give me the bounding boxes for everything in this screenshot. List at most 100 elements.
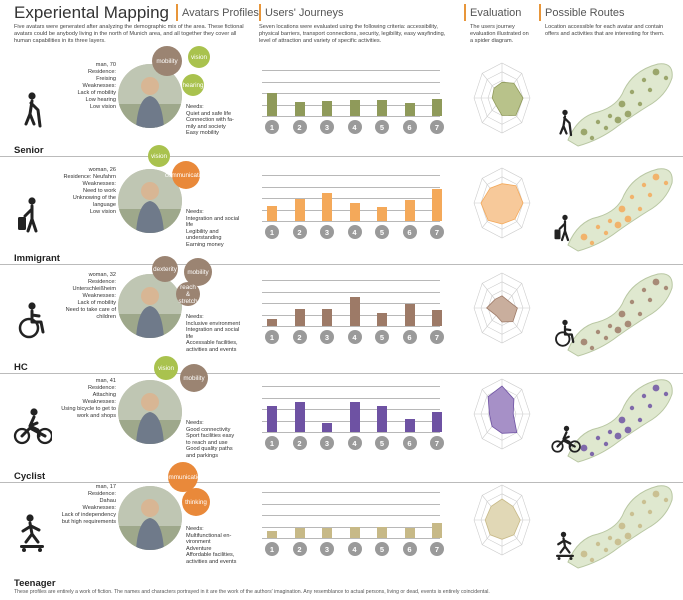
person-with-suitcase-icon [554, 214, 570, 242]
route-stop [618, 522, 626, 530]
location-number-4: 4 [347, 542, 362, 556]
route-stop [629, 89, 635, 95]
info-line: Need to work [83, 188, 116, 194]
bar-location-4 [349, 202, 360, 221]
location-number-5: 5 [375, 542, 389, 556]
bar-location-2 [294, 527, 305, 538]
location-number-2: 2 [292, 436, 307, 450]
route-stop [614, 221, 622, 229]
route-stop [637, 206, 643, 212]
spider-diagram [470, 268, 534, 348]
burst-vision: vision [148, 145, 170, 167]
needs-line: Multifunctional en- [186, 532, 232, 539]
wheelchair-icon [12, 300, 52, 342]
route-stop [595, 224, 601, 230]
gridline [262, 492, 440, 493]
section-title-routes: Possible Routes [545, 7, 625, 19]
bar-location-6 [404, 103, 415, 116]
needs-line: and parkings [186, 452, 219, 459]
bar-location-2 [294, 402, 305, 432]
avatar-label: Immigrant [14, 253, 60, 264]
route-stop [607, 429, 613, 435]
avatar-label: HC [14, 362, 28, 373]
location-number-2: 2 [292, 330, 307, 344]
needs-line: Adventure [186, 545, 212, 552]
location-number-3: 3 [320, 120, 334, 134]
avatar-photo [118, 380, 182, 444]
needs-line: activities and events [186, 558, 237, 565]
route-stop [663, 75, 669, 81]
location-number-5: 5 [375, 225, 389, 239]
location-number-3: 3 [320, 436, 334, 450]
gridline [262, 503, 440, 505]
location-number-3: 3 [320, 330, 334, 344]
route-stop [641, 393, 647, 399]
needs-line: Integration and social [186, 215, 240, 222]
bar-location-3 [322, 527, 332, 538]
location-number-4: 4 [347, 330, 362, 344]
bar-location-1 [267, 531, 277, 538]
info-line: Residence: [88, 279, 116, 285]
gridline [262, 280, 440, 281]
route-stop [614, 116, 622, 124]
intro-text: Five avatars were generated after analyz… [14, 24, 244, 44]
location-number-7: 7 [430, 225, 444, 239]
skateboarder-icon [12, 512, 52, 554]
bar-location-4 [349, 99, 360, 116]
info-line: but high requirements [61, 519, 116, 525]
needs-line: Affordable facilities, [186, 552, 235, 558]
info-line: Attaching [92, 392, 116, 398]
bar-location-6 [404, 419, 415, 432]
route-stop [580, 233, 588, 241]
header-divider [259, 4, 261, 21]
burst-hearing: hearing [182, 74, 204, 96]
route-stop [589, 451, 595, 457]
bar-location-5 [377, 99, 387, 116]
bar-location-1 [267, 93, 277, 116]
gridline [262, 93, 440, 94]
location-number-6: 6 [402, 542, 417, 556]
info-line: Weaknesses: [82, 83, 116, 89]
location-number-5: 5 [375, 436, 389, 450]
spider-area [484, 498, 521, 540]
bar-location-5 [377, 313, 387, 326]
location-number-1: 1 [265, 436, 279, 450]
needs-line: Inclusive environment [186, 320, 241, 327]
route-stop [589, 240, 595, 246]
avatar-needs: Needs: Good connectivity Sport facilities … [186, 420, 262, 459]
avatar-info: man, 41 Residence: Attaching Weaknesses: Usi… [34, 378, 116, 420]
info-line: Weaknesses: [82, 181, 116, 187]
info-line: work and shops [76, 413, 116, 419]
location-number-3: 3 [320, 542, 334, 556]
route-stop [652, 68, 660, 76]
route-stop [603, 125, 609, 131]
location-number-2: 2 [292, 542, 307, 556]
section-title-journeys: Users' Journeys [265, 7, 344, 19]
avatar-needs: Needs: Integration and social life Legibili… [186, 209, 262, 248]
avatar-label: Teenager [14, 578, 56, 589]
spider-area [486, 295, 518, 323]
avatar-photo [118, 486, 182, 550]
spider-area [491, 81, 524, 116]
route-stop [603, 547, 609, 553]
bar-location-4 [349, 297, 360, 326]
location-number-7: 7 [430, 436, 444, 450]
needs-line: Earning money [186, 241, 224, 248]
senior-walking-cane-icon [12, 90, 52, 132]
bar-location-6 [404, 200, 415, 221]
bar-location-1 [267, 405, 277, 432]
needs-line: Needs: [186, 209, 204, 215]
route-stop [647, 297, 653, 303]
avatar-label: Cyclist [14, 471, 46, 482]
route-map [548, 56, 680, 148]
route-stop [618, 310, 626, 318]
bar-location-7 [432, 309, 442, 326]
needs-line: understanding [186, 235, 222, 241]
info-line: man, 17 [95, 484, 116, 490]
info-line: Using bicycle to get to [61, 406, 116, 412]
bar-location-3 [322, 101, 332, 116]
gridline [262, 397, 440, 399]
route-stop [595, 435, 601, 441]
info-line: Unknowing of the [72, 195, 116, 201]
needs-line: Good connectivity [186, 426, 231, 433]
